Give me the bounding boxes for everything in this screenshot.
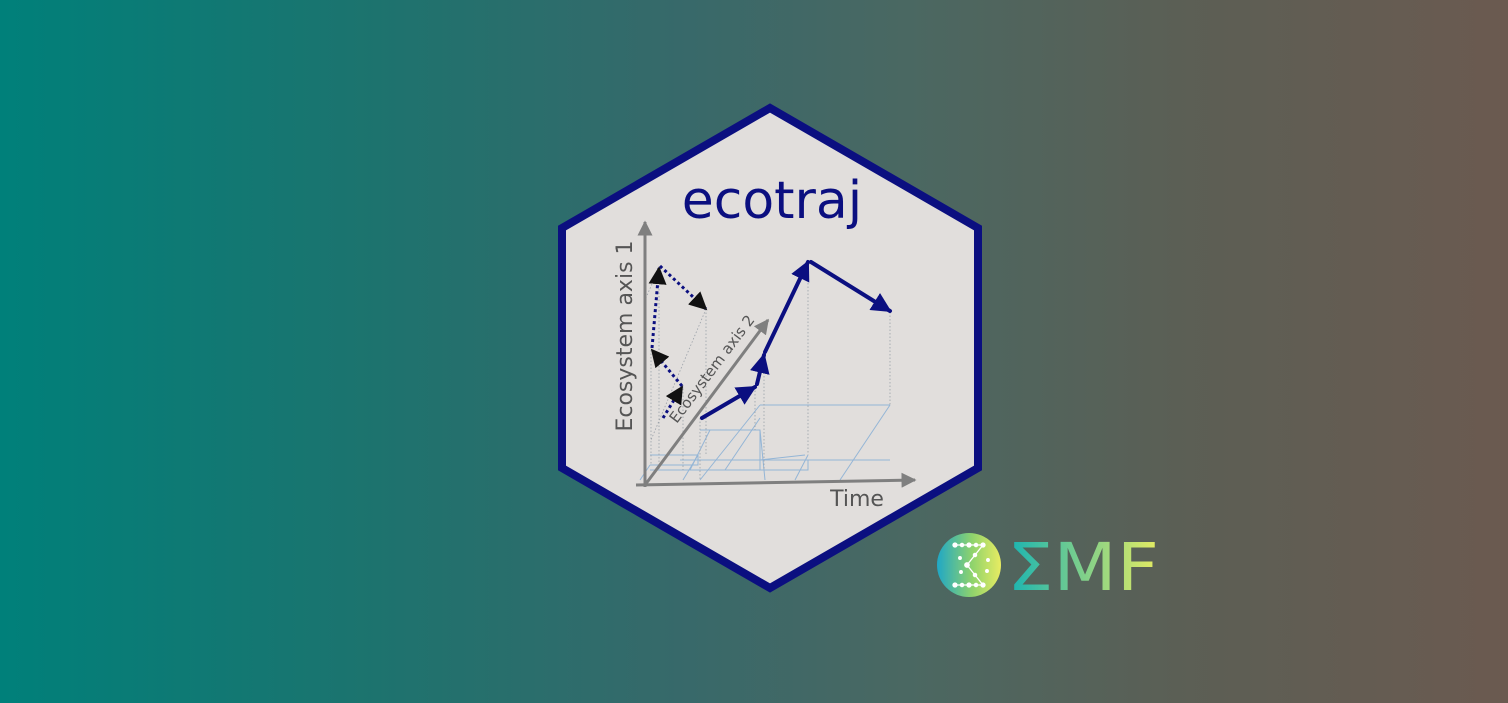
z-axis-line xyxy=(643,318,770,486)
projection-grid xyxy=(639,404,891,481)
x-axis-label: Time xyxy=(829,487,884,512)
dotted-trajectory xyxy=(648,264,708,419)
sticker-title: ecotraj xyxy=(682,171,862,231)
hex-border xyxy=(558,103,982,593)
sigma-network-circle-icon xyxy=(937,533,1001,597)
x-axis-line xyxy=(635,472,917,488)
solid-trajectory xyxy=(700,260,892,420)
emf-wordmark: ΣMF xyxy=(1007,529,1159,606)
axes xyxy=(635,220,917,488)
y-axis-label: Ecosystem axis 1 xyxy=(613,240,638,431)
drop-lines xyxy=(644,262,891,480)
